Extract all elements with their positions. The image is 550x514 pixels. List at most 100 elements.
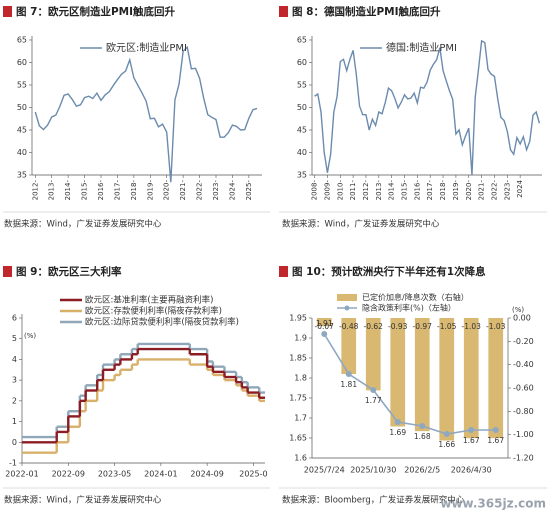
bar: [365, 318, 381, 391]
y-tick-label: 0: [12, 438, 17, 447]
x-tick-label: 2025-0: [239, 470, 267, 479]
chart-title: 图 9：欧元区三大利率: [16, 265, 122, 278]
series-line: [314, 39, 541, 176]
x-tick-label: 2019-: [146, 180, 154, 201]
series-line: [34, 45, 258, 183]
title-icon: [279, 6, 288, 17]
series-line: [323, 333, 496, 435]
y-tick-label: 3: [12, 376, 17, 385]
x-tick-label: 2025/7/24: [304, 466, 345, 475]
bar: [439, 318, 455, 441]
source: 数据来源：Wind，广发证券发展研究中心: [282, 219, 440, 230]
x-tick-label: 2023-: [503, 180, 511, 201]
x-tick-label: 2023-05: [98, 470, 131, 479]
point: [492, 427, 499, 433]
bar-label: -0.97: [413, 322, 433, 331]
chart-title: 图 7：欧元区制造业PMI触底回升: [16, 5, 176, 18]
x-tick-label: 2014-: [64, 180, 72, 201]
x-tick-label: 2014-: [388, 180, 396, 201]
y-tick-label: 35: [297, 171, 307, 180]
y-tick-label: 1: [12, 417, 17, 426]
x-tick-label: 2015-: [81, 180, 89, 201]
x-tick-label: 2010-: [336, 180, 344, 201]
x-tick-label: 2026/4/30: [451, 466, 492, 475]
point: [419, 423, 426, 429]
y-tick-label: 6: [12, 314, 17, 323]
x-tick-label: 2020-: [163, 180, 171, 201]
x-tick-label: 2016-: [97, 180, 105, 201]
y-tick-label: -1.00: [513, 430, 534, 439]
x-tick-label: 2012-: [31, 180, 39, 201]
x-tick-label: 2011-: [349, 180, 357, 201]
y-tick-label: -0.80: [513, 407, 534, 416]
x-tick-label: 2021-: [179, 180, 187, 201]
bar: [488, 318, 504, 439]
title-icon: [3, 266, 12, 277]
x-tick-label: 2016-: [413, 180, 421, 201]
x-tick-label: 2024: [516, 179, 524, 197]
point-label: 1.67: [487, 436, 504, 445]
x-tick-label: 2009-: [323, 180, 331, 201]
y-tick-label: 60: [297, 58, 307, 67]
bar-label: -0.07: [315, 322, 335, 331]
chart-title: 图 10：预计欧洲央行下半年还有1次降息: [292, 265, 486, 278]
y-tick-label: 40: [17, 148, 27, 157]
y-tick-label: 1.95: [289, 314, 307, 323]
x-tick-label: 2018-: [130, 180, 138, 201]
y-tick-label: 0.00: [513, 314, 531, 323]
y-tick-label: 35: [17, 171, 27, 180]
legend-label: 已定价加息/降息次数（右轴）: [362, 292, 469, 302]
point-label: 1.67: [463, 436, 480, 445]
y-tick-label: -1: [9, 459, 17, 468]
y-tick-label: 50: [17, 103, 27, 112]
y-unit: (%): [24, 332, 36, 340]
bar-label: -0.93: [388, 322, 408, 331]
legend-label: 欧元区:边际贷款便利利率(隔夜贷款利率): [85, 317, 239, 328]
source: 数据来源：Wind，广发证券发展研究中心: [4, 495, 162, 506]
y-tick-label: 65: [297, 36, 307, 45]
point: [345, 371, 352, 377]
y2-unit: (%): [512, 306, 524, 314]
y-tick-label: -0.60: [513, 384, 534, 393]
bar: [414, 318, 430, 432]
x-tick-label: 2013-: [375, 180, 383, 201]
y-tick-label: 1.75: [289, 394, 307, 403]
x-tick-label: 2024-: [228, 180, 236, 201]
point-label: 1.69: [389, 428, 406, 437]
point: [443, 431, 450, 437]
y-tick-label: 65: [17, 36, 27, 45]
bar-label: -1.03: [486, 322, 506, 331]
x-tick-label: 2022-01: [5, 470, 38, 479]
x-tick-label: 2024-09: [190, 470, 223, 479]
x-tick-label: 2021-: [478, 180, 486, 201]
point-label: 1.81: [340, 380, 357, 389]
y-tick-label: 1.85: [289, 354, 307, 363]
x-tick-label: 2026/2/5: [404, 466, 440, 475]
y-tick-label: 4: [12, 355, 17, 364]
y-tick-label: 1.65: [289, 434, 307, 443]
y-tick-label: -1.20: [513, 454, 534, 463]
x-tick-label: 2015-: [401, 180, 409, 201]
y-tick-label: 55: [17, 81, 27, 90]
x-tick-label: 2023-: [212, 180, 220, 201]
y-tick-label: 1.7: [294, 414, 307, 423]
title-icon: [3, 6, 12, 17]
x-tick-label: 2022-: [490, 180, 498, 201]
bar-label: -1.05: [437, 322, 457, 331]
y-tick-label: -0.40: [513, 360, 534, 369]
point: [370, 387, 377, 393]
y-tick-label: 55: [297, 81, 307, 90]
legend-label: 欧元区:存款便利利率(隔夜存款利率): [85, 306, 222, 317]
bar: [341, 318, 357, 374]
chart-title: 图 8：德国制造业PMI触底回升: [292, 5, 441, 18]
y-tick-label: 45: [297, 126, 307, 135]
point: [321, 331, 328, 337]
y-tick-label: 1.8: [294, 374, 307, 383]
y-tick-label: 5: [12, 334, 17, 343]
x-tick-label: 2013-: [48, 180, 56, 201]
x-tick-label: 2017-: [426, 180, 434, 201]
bar: [390, 318, 406, 427]
x-tick-label: 2012-: [362, 180, 370, 201]
point: [394, 419, 401, 425]
